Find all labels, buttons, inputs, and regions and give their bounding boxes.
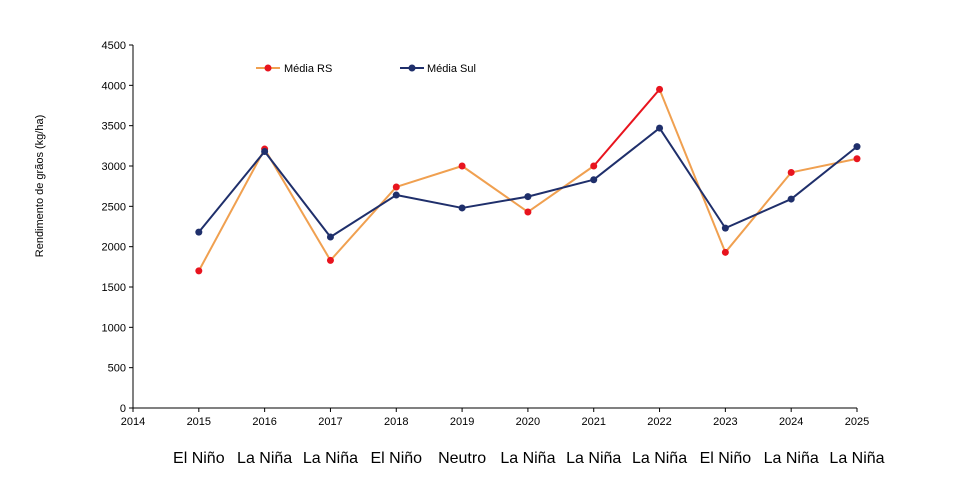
series-1-segment <box>592 127 661 181</box>
series-0-segment <box>658 88 727 254</box>
x-tick-label: 2025 <box>845 416 869 428</box>
y-tick-label: 0 <box>120 403 126 415</box>
series-0-point <box>590 162 598 170</box>
y-tick-label: 2500 <box>102 201 126 213</box>
series-1-point <box>721 224 729 232</box>
y-tick-label: 4000 <box>102 80 126 92</box>
series-1-point <box>853 143 861 151</box>
series-0-point <box>392 183 400 191</box>
y-tick-label: 4500 <box>102 40 126 52</box>
series-0-segment <box>197 148 266 272</box>
series-1-segment <box>395 194 464 209</box>
legend: Média RS Média Sul <box>256 63 476 75</box>
enso-label: La Niña <box>829 450 885 467</box>
legend-marker-0 <box>264 64 272 72</box>
series-0-point <box>787 168 795 176</box>
enso-label: La Niña <box>763 450 819 467</box>
enso-label: La Niña <box>566 450 622 467</box>
x-tick-label: 2019 <box>450 416 474 428</box>
series-1-segment <box>526 178 595 198</box>
series-1-segment <box>329 194 398 238</box>
series-1-point <box>524 193 532 201</box>
series-1-point <box>326 233 334 241</box>
series-0-segment <box>724 171 793 254</box>
enso-label: La Niña <box>500 450 556 467</box>
series-1-segment <box>263 150 332 238</box>
y-tick-label: 1000 <box>102 322 126 334</box>
x-tick-label: 2017 <box>318 416 342 428</box>
enso-label: La Niña <box>631 450 688 467</box>
legend-label-0: Média RS <box>284 63 332 75</box>
y-tick-label: 3500 <box>102 121 126 133</box>
y-tick-label: 3000 <box>102 161 126 173</box>
x-tick-label: 2020 <box>516 416 540 428</box>
legend-label-1: Média Sul <box>427 63 476 75</box>
series-1-point <box>787 195 795 203</box>
series-0-segment <box>790 157 858 174</box>
series-1-segment <box>461 195 529 209</box>
series-0-segment <box>395 165 464 188</box>
series-0-point <box>721 248 729 256</box>
y-tick-label: 1500 <box>102 282 126 294</box>
series-0-segment <box>461 165 529 213</box>
series-1-point <box>261 147 269 155</box>
series-0-segment <box>263 148 332 262</box>
series-1-point <box>392 191 400 199</box>
x-tick-label: 2024 <box>779 416 803 428</box>
series-markers <box>195 85 861 275</box>
enso-label: Neutro <box>438 450 487 467</box>
series-1-point <box>590 176 598 184</box>
legend-marker-1 <box>408 64 416 72</box>
series-1-point <box>458 204 466 212</box>
enso-label: El Niño <box>173 450 225 467</box>
enso-label: La Niña <box>237 450 293 467</box>
series-1-segment <box>724 198 793 230</box>
x-tick-label: 2016 <box>252 416 276 428</box>
x-tick-label: 2014 <box>121 416 145 428</box>
series-0-point <box>524 208 532 216</box>
y-axis-title: Rendimento de grãos (kg/ha) <box>34 115 46 257</box>
enso-label: El Niño <box>370 450 423 467</box>
series-1-point <box>195 228 203 236</box>
y-tick-label: 2000 <box>102 242 126 254</box>
series-0-point <box>656 85 664 93</box>
enso-label: La Niña <box>302 450 359 467</box>
series-0-segment <box>592 88 661 167</box>
axes: 0 500 1000 1500 2000 2500 3000 3500 4000 4500 2014… <box>102 40 870 428</box>
series-0-point <box>853 155 861 163</box>
x-tick-label: 2022 <box>647 416 671 428</box>
series-0-segment <box>329 185 398 262</box>
series-1-segment <box>790 145 858 201</box>
series-0-point <box>195 267 203 275</box>
x-tick-label: 2018 <box>384 416 408 428</box>
x-tick-label: 2023 <box>713 416 737 428</box>
y-tick-label: 500 <box>108 363 126 375</box>
series-0-point <box>458 162 466 170</box>
series-lines <box>197 88 858 272</box>
x-tick-label: 2021 <box>581 416 605 428</box>
series-1-point <box>656 124 664 132</box>
x-tick-label: 2015 <box>187 416 211 428</box>
series-0-point <box>326 256 334 264</box>
enso-label: El Niño <box>699 450 752 467</box>
series-1-segment <box>197 150 266 234</box>
series-1-segment <box>658 127 727 230</box>
